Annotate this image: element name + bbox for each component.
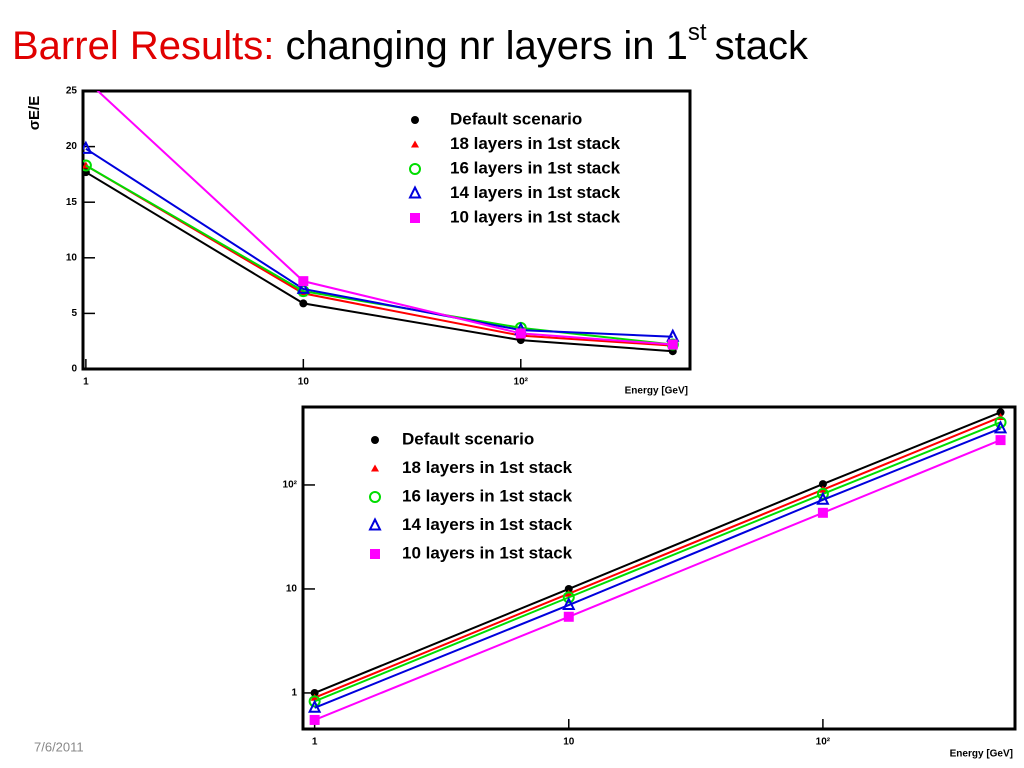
- legend-label: Default scenario: [450, 109, 582, 128]
- legend-label: 14 layers in 1st stack: [402, 515, 573, 534]
- legend-label: 16 layers in 1st stack: [450, 158, 621, 177]
- marker: [515, 328, 526, 339]
- legend-marker: [371, 464, 379, 472]
- x-tick-label: 10: [298, 377, 310, 388]
- y-tick-label: 10²: [283, 480, 298, 491]
- marker: [81, 75, 91, 85]
- legend-label: 16 layers in 1st stack: [402, 486, 573, 505]
- chart: 1 10 10² 0 5 10 15 20 25 Energy [GeV] σE/E Default …: [26, 75, 692, 397]
- y-tick-label: 10: [66, 252, 78, 263]
- legend-marker: [370, 549, 380, 559]
- marker: [994, 416, 1007, 429]
- title-main: changing nr layers in 1: [285, 24, 687, 68]
- marker: [667, 339, 678, 350]
- series-line: [96, 91, 673, 346]
- marker: [299, 299, 308, 308]
- marker: [564, 584, 573, 593]
- marker: [562, 596, 576, 611]
- marker: [83, 159, 92, 172]
- series-line: [314, 411, 1001, 694]
- y-tick-label: 1: [291, 688, 297, 699]
- marker: [563, 611, 574, 622]
- x-axis-label: Energy [GeV]: [950, 749, 1013, 760]
- legend-label: Default scenario: [402, 429, 534, 448]
- y-tick-label: 20: [66, 141, 78, 152]
- marker: [83, 140, 93, 154]
- marker: [818, 480, 827, 489]
- legend-marker: [408, 185, 422, 199]
- x-axis-label: Energy [GeV]: [625, 386, 688, 397]
- chart: 1 10 10² 1 10 10² Energy [GeV] Default scenario…: [283, 405, 1017, 760]
- y-tick-label: 25: [66, 86, 78, 97]
- marker: [996, 408, 1005, 417]
- marker: [817, 507, 828, 518]
- legend-marker: [368, 517, 382, 531]
- series-line: [314, 421, 1001, 703]
- y-tick-label: 10: [286, 584, 298, 595]
- series-line: [85, 147, 673, 338]
- marker: [298, 276, 309, 287]
- legend-label: 10 layers in 1st stack: [450, 207, 621, 226]
- x-tick-label: 1: [83, 377, 89, 388]
- marker: [310, 688, 319, 697]
- legend-marker: [410, 213, 420, 223]
- series-line: [314, 427, 1001, 709]
- legend-label: 10 layers in 1st stack: [402, 543, 573, 562]
- legend-marker: [371, 436, 379, 444]
- series-group: [81, 75, 680, 356]
- marker: [308, 699, 322, 713]
- y-tick-label: 15: [66, 197, 78, 208]
- y-axis-label: σE/E: [26, 96, 43, 130]
- x-tick-label: 10: [563, 737, 575, 748]
- series-group: [308, 408, 1008, 725]
- marker: [816, 491, 830, 505]
- marker: [562, 591, 575, 604]
- series-line: [314, 416, 1001, 699]
- legend-marker: [411, 116, 419, 124]
- marker: [309, 714, 320, 725]
- marker: [993, 420, 1008, 434]
- title-end: stack: [715, 24, 809, 68]
- marker: [995, 435, 1006, 446]
- title-sup: st: [688, 19, 707, 46]
- x-tick-label: 10²: [816, 737, 831, 748]
- y-tick-label: 5: [71, 308, 77, 319]
- date: 7/6/2011: [34, 739, 84, 754]
- slide-title: Barrel Results: changing nr layers in 1s…: [12, 19, 809, 67]
- marker: [308, 695, 321, 708]
- legend-label: 18 layers in 1st stack: [402, 458, 573, 477]
- legend-label: 14 layers in 1st stack: [450, 183, 621, 202]
- series-line: [85, 171, 673, 353]
- plot-frame: [81, 89, 692, 371]
- legend-label: 18 layers in 1st stack: [450, 134, 621, 153]
- legend-marker: [409, 163, 421, 175]
- x-tick-label: 10²: [514, 377, 529, 388]
- title-red: Barrel Results:: [12, 24, 274, 68]
- series-line: [314, 439, 1001, 721]
- legend-marker: [369, 491, 381, 503]
- x-tick-label: 1: [312, 737, 318, 748]
- marker: [296, 280, 310, 294]
- legend-marker: [411, 140, 419, 148]
- y-tick-label: 0: [71, 364, 77, 375]
